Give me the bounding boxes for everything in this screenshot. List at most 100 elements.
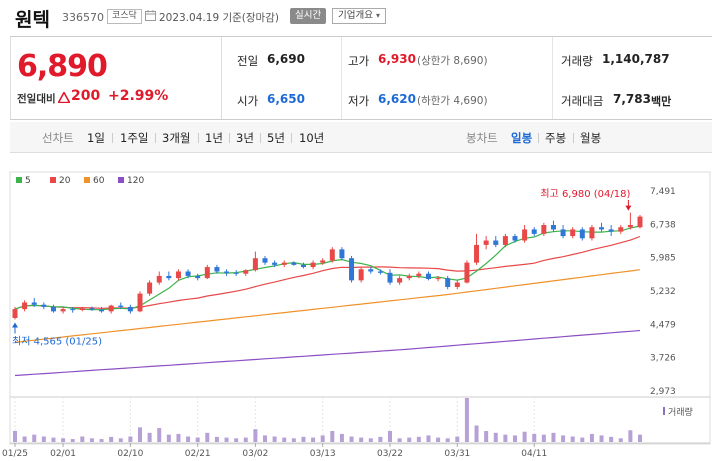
tab-1w[interactable]: 1주일 (120, 131, 149, 145)
candle (599, 222, 605, 232)
volume-bar (599, 435, 604, 442)
tab-1y[interactable]: 1년 (205, 131, 223, 145)
candle (474, 233, 480, 265)
amount-cell: 거래대금 7,783 백만 (561, 79, 711, 119)
legend-item: 20 (50, 176, 71, 186)
volume-bar (32, 434, 37, 442)
candle (156, 271, 162, 285)
candle (512, 233, 518, 243)
candle-chart-label: 봉차트 (466, 131, 498, 145)
divider (538, 133, 539, 143)
svg-text:5: 5 (25, 176, 31, 186)
volume-bar (513, 435, 517, 442)
chart-grid (9, 171, 711, 447)
candle (300, 262, 306, 269)
divider (552, 37, 553, 119)
candle (522, 225, 528, 243)
base-date: 2023.04.19 기준(장마감) (159, 12, 279, 24)
x-tick-label: 02/10 (117, 449, 143, 459)
candle (262, 256, 268, 265)
open-value: 6,650 (267, 92, 305, 106)
change-value: 200 (71, 88, 101, 104)
volume-bar (378, 436, 383, 442)
volume-bar (541, 434, 546, 442)
volume-bar (109, 436, 114, 442)
divider (112, 133, 113, 143)
candle (99, 306, 105, 313)
tab-weekly[interactable]: 주봉 (545, 131, 567, 145)
y-tick-label: 3,726 (650, 354, 676, 364)
candle (60, 306, 66, 314)
volume-bar (388, 431, 392, 442)
low-annotation: 최저 4,565 (01/25) (12, 336, 102, 348)
candle (608, 225, 614, 237)
candle (12, 306, 18, 320)
market-badge: 코스닥 (107, 9, 142, 24)
ma-120-line (14, 329, 641, 377)
stock-name: 원텍 (15, 9, 50, 31)
volume-bar (455, 436, 460, 442)
x-tick-label: 02/21 (185, 449, 211, 459)
legend-item: 60 (84, 176, 105, 186)
volume-bar (493, 432, 498, 442)
candle (570, 227, 576, 239)
candle (589, 225, 595, 241)
prev-close-label: 전일 (237, 54, 259, 68)
y-tick-label: 7,491 (650, 187, 676, 197)
x-tick-label: 01/25 (2, 449, 28, 459)
chart-legend: 5 20 60 120 (16, 176, 144, 186)
candle (243, 269, 249, 276)
y-tick-label: 6,738 (650, 220, 676, 230)
volume-bar (22, 436, 27, 442)
volume-bar (339, 433, 344, 442)
chevron-down-icon: ▾ (376, 11, 381, 20)
volume-bar (128, 436, 133, 442)
divider (229, 133, 230, 143)
volume-bar (61, 438, 66, 442)
tab-monthly[interactable]: 월봉 (580, 131, 602, 145)
candle (464, 260, 470, 284)
candle (281, 260, 287, 268)
volume-bar (349, 436, 354, 442)
high-cell: 고가 6,930 (상한가 8,690) (348, 39, 558, 79)
low-arrow-icon (12, 322, 18, 328)
volume-bar (580, 437, 585, 442)
candle (493, 236, 499, 248)
volume-bar (311, 437, 316, 442)
volume-bar (157, 428, 162, 442)
tab-5y[interactable]: 5년 (267, 131, 285, 145)
candle (416, 271, 422, 279)
volume-bar (474, 425, 479, 442)
tab-3y[interactable]: 3년 (236, 131, 254, 145)
tab-1d[interactable]: 1일 (87, 131, 105, 145)
tab-10y[interactable]: 10년 (299, 131, 325, 145)
calendar-icon (145, 10, 156, 21)
x-tick-label: 03/31 (444, 449, 470, 459)
candle (118, 302, 124, 310)
candles (12, 212, 643, 320)
candle (137, 291, 143, 313)
stock-chart[interactable]: 5 20 60 120 7,491 6,738 5,985 5,232 4,479 3,726 2… (0, 160, 712, 461)
tab-daily[interactable]: 일봉 (511, 131, 533, 145)
divider (198, 133, 199, 143)
candle (618, 225, 624, 234)
candle (89, 306, 95, 311)
volume-bar (166, 434, 171, 442)
volume-bar (41, 436, 46, 442)
volume-bar (609, 436, 614, 442)
candle (195, 273, 201, 281)
tab-3m[interactable]: 3개월 (162, 131, 191, 145)
amount-value: 7,783 (613, 92, 651, 106)
ma-60-line (14, 269, 641, 343)
company-info-button[interactable]: 기업개요 ▾ (332, 8, 387, 24)
moving-averages (14, 225, 641, 377)
chart-labels: 7,491 6,738 5,985 5,232 4,479 3,726 2,973 01/25… (2, 187, 693, 459)
candle (349, 256, 355, 283)
realtime-button[interactable]: 실시간 (290, 8, 327, 24)
high-arrow-icon (625, 205, 632, 211)
y-tick-label: 4,479 (650, 320, 676, 330)
candle (435, 275, 441, 282)
candle (445, 275, 451, 290)
candle (560, 225, 566, 239)
volume-bar (118, 438, 123, 442)
